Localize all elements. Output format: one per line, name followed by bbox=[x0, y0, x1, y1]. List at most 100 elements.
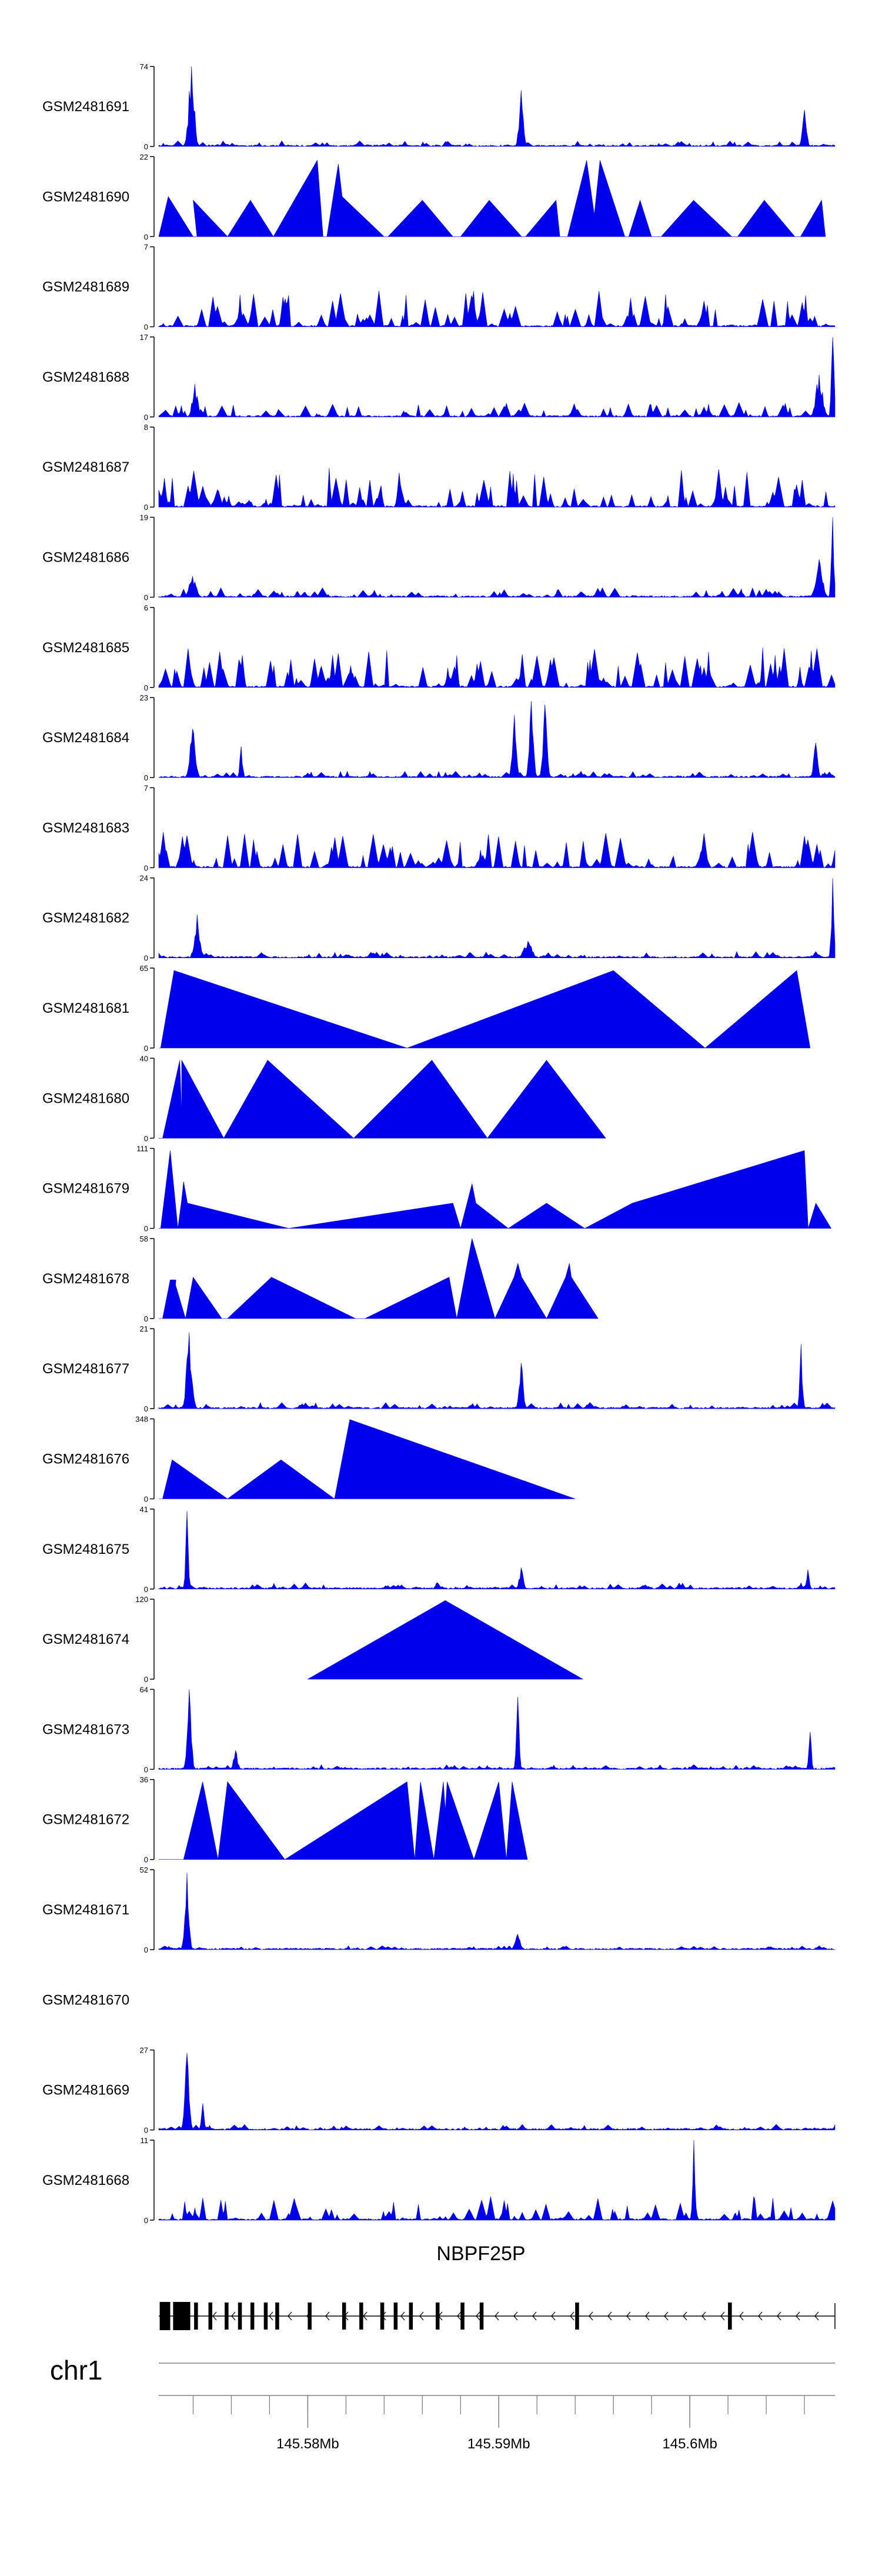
exon-block bbox=[409, 2303, 413, 2330]
y-tick-label-zero: 0 bbox=[144, 142, 148, 151]
track-label: GSM2481690 bbox=[42, 189, 129, 205]
y-tick-label-max: 19 bbox=[140, 513, 148, 522]
strand-chevron bbox=[720, 2311, 725, 2321]
track-label: GSM2481684 bbox=[42, 730, 129, 746]
exon-block bbox=[359, 2303, 363, 2330]
exon-block bbox=[393, 2303, 398, 2330]
y-tick-label-max: 6 bbox=[144, 603, 148, 612]
exon-block bbox=[225, 2303, 229, 2330]
coverage-area-GSM2481678 bbox=[159, 1238, 599, 1319]
track-GSM2481689: GSM2481689 7 0 bbox=[42, 243, 836, 332]
track-GSM2481686: GSM2481686 19 0 bbox=[42, 513, 836, 602]
strand-chevron bbox=[626, 2311, 631, 2321]
coverage-area-GSM2481671 bbox=[158, 1873, 836, 1950]
y-tick-label-max: 24 bbox=[140, 874, 148, 883]
exon-block bbox=[460, 2303, 465, 2330]
track-label: GSM2481672 bbox=[42, 1812, 129, 1828]
y-tick-label-zero: 0 bbox=[144, 683, 148, 692]
track-GSM2481682: GSM2481682 24 0 bbox=[42, 874, 836, 963]
track-label: GSM2481682 bbox=[42, 910, 129, 926]
track-GSM2481683: GSM2481683 7 0 bbox=[42, 783, 836, 872]
y-tick-label-zero: 0 bbox=[144, 1224, 148, 1233]
y-tick-label-zero: 0 bbox=[144, 413, 148, 422]
coverage-area-GSM2481689 bbox=[158, 291, 836, 328]
y-tick-label-zero: 0 bbox=[144, 323, 148, 332]
coverage-area-GSM2481685 bbox=[158, 648, 836, 688]
track-label: GSM2481691 bbox=[42, 99, 129, 115]
y-tick-label-max: 120 bbox=[135, 1595, 148, 1604]
exon-block bbox=[238, 2303, 242, 2330]
strand-chevron bbox=[777, 2311, 781, 2321]
track-GSM2481669: GSM2481669 27 0 bbox=[42, 2046, 836, 2135]
y-tick-label-max: 41 bbox=[140, 1505, 148, 1514]
strand-chevron bbox=[589, 2311, 593, 2321]
axis-tick-label: 145.6Mb bbox=[662, 2436, 717, 2452]
coverage-area-GSM2481683 bbox=[158, 832, 836, 869]
y-tick-label-max: 8 bbox=[144, 423, 148, 432]
coverage-area-GSM2481677 bbox=[158, 1332, 836, 1409]
y-tick-label-zero: 0 bbox=[144, 1675, 148, 1684]
strand-chevron bbox=[476, 2311, 480, 2321]
track-GSM2481677: GSM2481677 21 0 bbox=[42, 1324, 836, 1413]
track-GSM2481674: GSM2481674 120 0 bbox=[42, 1595, 584, 1684]
strand-chevron bbox=[758, 2311, 763, 2321]
coverage-area-GSM2481680 bbox=[159, 1059, 606, 1139]
exon-block bbox=[159, 2302, 171, 2330]
track-label: GSM2481673 bbox=[42, 1721, 129, 1737]
strand-chevron bbox=[457, 2311, 462, 2321]
y-tick-label-max: 348 bbox=[135, 1415, 148, 1424]
track-label: GSM2481668 bbox=[42, 2173, 129, 2188]
y-tick-label-max: 58 bbox=[140, 1234, 148, 1243]
y-tick-label-max: 74 bbox=[140, 62, 148, 71]
y-tick-label-zero: 0 bbox=[144, 1946, 148, 1954]
strand-chevron bbox=[419, 2311, 424, 2321]
track-GSM2481687: GSM2481687 8 0 bbox=[42, 423, 836, 512]
y-tick-label-zero: 0 bbox=[144, 1314, 148, 1323]
track-label: GSM2481679 bbox=[42, 1181, 129, 1197]
y-tick-label-zero: 0 bbox=[144, 1044, 148, 1053]
coverage-area-GSM2481688 bbox=[158, 336, 836, 418]
y-tick-label-max: 40 bbox=[140, 1054, 148, 1063]
gene-name-label: NBPF25P bbox=[436, 2243, 525, 2265]
track-label: GSM2481675 bbox=[42, 1541, 129, 1557]
strand-chevron bbox=[645, 2311, 650, 2321]
strand-chevron bbox=[212, 2311, 217, 2321]
coverage-area-GSM2481686 bbox=[158, 517, 836, 598]
y-tick-label-max: 23 bbox=[140, 693, 148, 702]
exon-block bbox=[342, 2303, 346, 2330]
strand-chevron bbox=[325, 2311, 330, 2321]
coverage-area-GSM2481672 bbox=[159, 1781, 528, 1860]
track-label: GSM2481689 bbox=[42, 279, 129, 295]
y-tick-label-zero: 0 bbox=[144, 1495, 148, 1504]
axis-tick-label: 145.59Mb bbox=[467, 2436, 530, 2452]
coverage-area-GSM2481679 bbox=[159, 1150, 832, 1229]
exon-block bbox=[728, 2303, 732, 2330]
y-tick-label-zero: 0 bbox=[144, 773, 148, 782]
exon-block bbox=[250, 2303, 255, 2330]
strand-chevron bbox=[796, 2311, 800, 2321]
axis-tick-label: 145.58Mb bbox=[276, 2436, 339, 2452]
track-GSM2481688: GSM2481688 17 0 bbox=[42, 333, 836, 422]
track-GSM2481668: GSM2481668 11 0 bbox=[42, 2136, 836, 2225]
exon-block bbox=[275, 2303, 279, 2330]
exon-block bbox=[308, 2303, 312, 2330]
strand-chevron bbox=[363, 2311, 368, 2321]
y-tick-label-max: 111 bbox=[136, 1144, 148, 1153]
coverage-area-GSM2481681 bbox=[159, 970, 811, 1049]
strand-chevron bbox=[701, 2311, 706, 2321]
strand-chevron bbox=[495, 2311, 499, 2321]
y-tick-label-zero: 0 bbox=[144, 232, 148, 241]
coverage-area-GSM2481675 bbox=[158, 1511, 836, 1590]
strand-chevron bbox=[551, 2311, 556, 2321]
coverage-area-GSM2481674 bbox=[307, 1600, 584, 1680]
coverage-area-GSM2481673 bbox=[158, 1689, 836, 1770]
exon-block bbox=[575, 2303, 579, 2330]
track-GSM2481684: GSM2481684 23 0 bbox=[42, 693, 836, 782]
track-label: GSM2481688 bbox=[42, 369, 129, 385]
strand-chevron bbox=[288, 2311, 292, 2321]
track-GSM2481672: GSM2481672 36 0 bbox=[42, 1776, 528, 1864]
genome-axis-track: chr1 145.58Mb 145.59Mb 145.6Mb bbox=[50, 2355, 835, 2452]
strand-chevron bbox=[400, 2311, 405, 2321]
strand-chevron bbox=[269, 2311, 273, 2321]
